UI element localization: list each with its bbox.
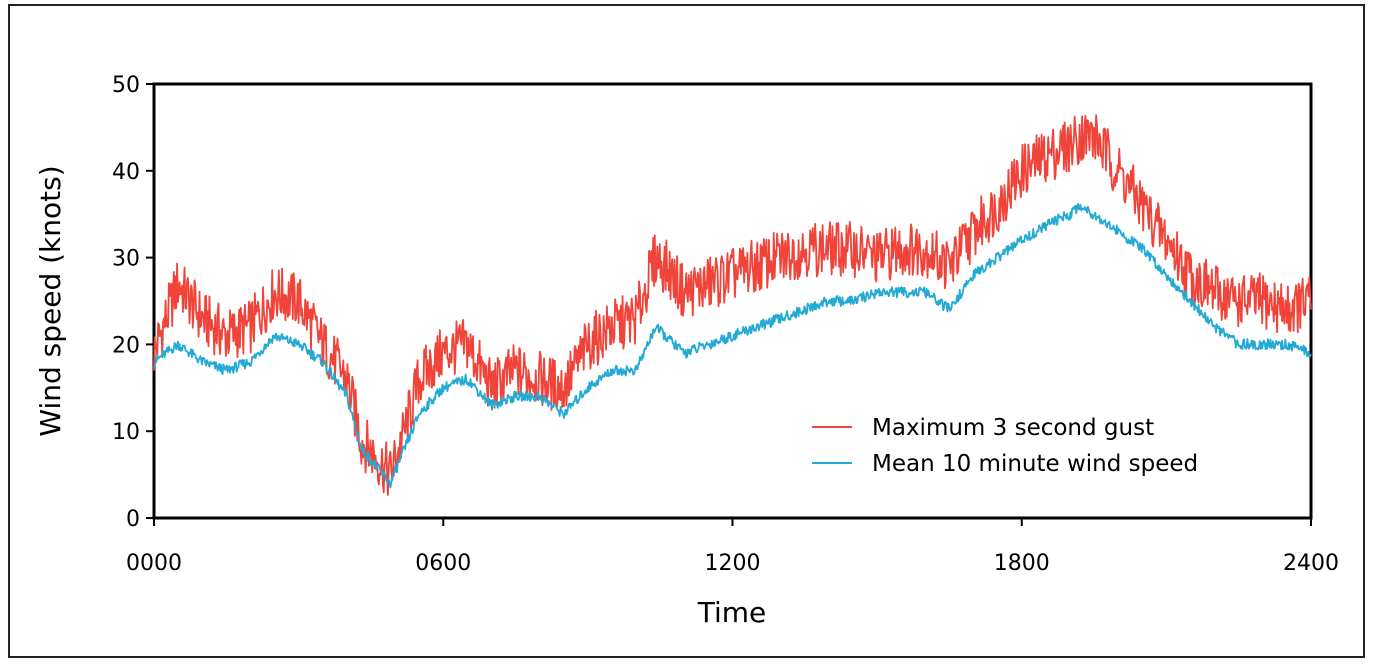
y-tick-label: 10 <box>112 420 140 445</box>
y-tick-label: 20 <box>112 333 140 358</box>
x-axis-ticks: 0000 0600 1200 1800 2400 <box>126 518 1339 576</box>
y-axis-title: Wind speed (knots) <box>34 165 67 436</box>
y-axis-ticks: 0 10 20 30 40 50 <box>112 73 154 532</box>
legend-label-mean: Mean 10 minute wind speed <box>872 451 1198 477</box>
series-line-gust <box>153 114 1312 496</box>
x-tick-label: 2400 <box>1283 551 1339 576</box>
legend-label-gust: Maximum 3 second gust <box>872 415 1154 441</box>
legend: Maximum 3 second gust Mean 10 minute win… <box>812 415 1198 477</box>
series-line-mean <box>153 203 1312 489</box>
x-tick-label: 1200 <box>705 551 761 576</box>
x-tick-label: 0000 <box>126 551 182 576</box>
series-layer <box>153 114 1312 496</box>
y-tick-label: 50 <box>112 73 140 98</box>
x-tick-label: 0600 <box>415 551 471 576</box>
x-axis-title: Time <box>697 596 767 629</box>
x-tick-label: 1800 <box>994 551 1050 576</box>
y-tick-label: 0 <box>126 507 140 532</box>
y-tick-label: 30 <box>112 247 140 272</box>
y-tick-label: 40 <box>112 160 140 185</box>
